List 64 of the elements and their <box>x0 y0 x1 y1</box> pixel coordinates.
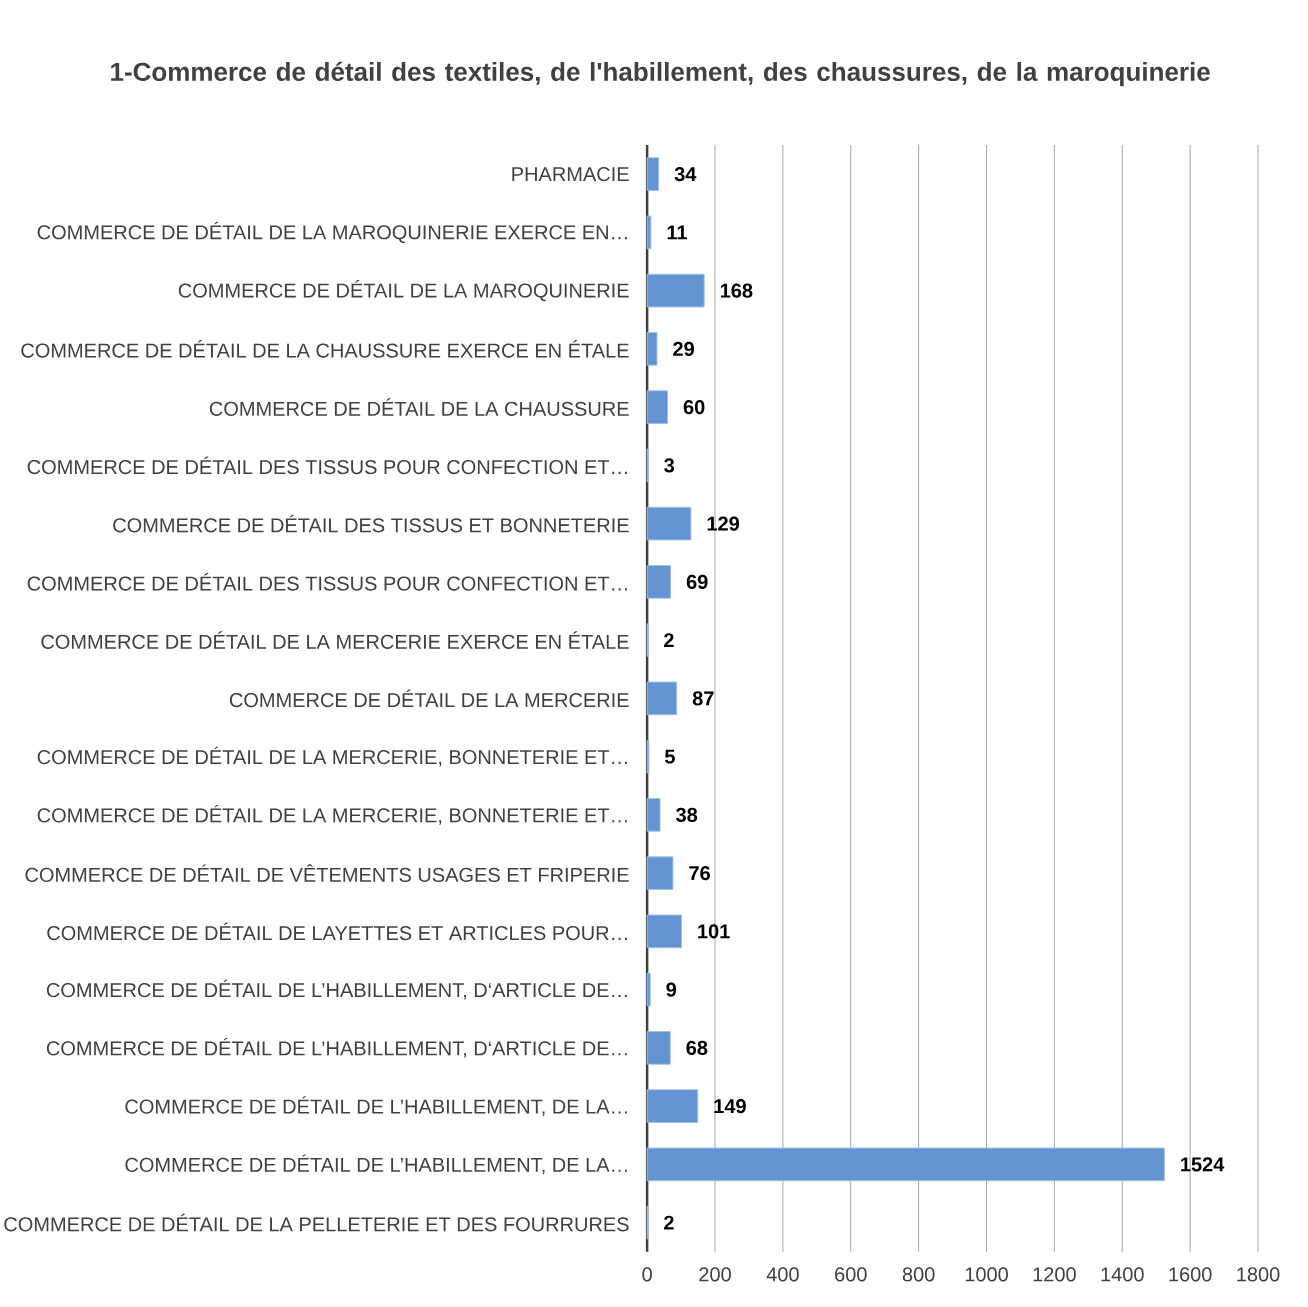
data-label: 149 <box>714 1099 746 1114</box>
y-tick-label: COMMERCE DE DÉTAIL DE LA CHAUSSURE <box>209 398 629 417</box>
x-tick-label: 800 <box>902 1267 935 1282</box>
data-label: 29 <box>673 341 694 357</box>
data-label: 38 <box>675 807 698 823</box>
y-tick-label: PHARMACIE <box>512 167 629 182</box>
chart-title: 1-Commerce de détail des textiles, de l'habillement, des chaussures, de la maroquinerie <box>111 61 1210 87</box>
x-tick-label: 1200 <box>1033 1267 1076 1282</box>
data-label: 76 <box>689 866 710 881</box>
data-label: 2 <box>664 633 674 648</box>
bar <box>646 390 668 425</box>
y-tick-label: COMMERCE DE DÉTAIL DE LA CHAUSSURE EXERCE EN ÉTALE <box>21 340 629 358</box>
data-label: 34 <box>674 167 697 182</box>
y-tick-label: COMMERCE DE DÉTAIL DE LA MERCERIE EXERCE EN ÉTALE <box>41 631 629 650</box>
bar <box>646 798 661 832</box>
data-label: 168 <box>720 283 753 298</box>
y-tick-label: COMMERCE DE DÉTAIL DES TISSUS ET BONNETERIE <box>113 514 629 533</box>
bar <box>646 565 672 599</box>
bar <box>646 1147 1165 1182</box>
bar <box>646 1031 671 1065</box>
bar <box>646 506 692 541</box>
bar <box>646 215 652 250</box>
x-tick-label: 1800 <box>1237 1267 1280 1282</box>
data-label: 129 <box>707 516 740 531</box>
y-tick-label: COMMERCE DE DÉTAIL DE LAYETTES ET ARTICLES POUR… <box>47 922 627 941</box>
y-tick-label: COMMERCE DE DÉTAIL DE LA MAROQUINERIE EXERCE EN… <box>37 221 627 244</box>
bar <box>646 273 705 308</box>
bar <box>646 1089 699 1124</box>
bar <box>646 914 682 949</box>
data-label: 101 <box>698 924 730 939</box>
y-tick-label: COMMERCE DE DÉTAIL DE L’HABILLEMENT, D‘ARTICLE DE… <box>46 1038 627 1058</box>
bar <box>646 681 678 716</box>
y-tick-label: COMMERCE DE DÉTAIL DE L’HABILLEMENT, D‘ARTICLE DE… <box>46 979 627 1000</box>
bar <box>646 332 658 366</box>
bar <box>646 856 674 891</box>
x-tick-label: 200 <box>699 1267 731 1282</box>
x-tick-label: 1600 <box>1169 1267 1212 1282</box>
data-label: 5 <box>664 749 675 764</box>
data-label: 1524 <box>1181 1157 1225 1172</box>
y-tick-label: COMMERCE DE DÉTAIL DE L’HABILLEMENT, DE LA… <box>125 1096 627 1117</box>
y-tick-label: COMMERCE DE DÉTAIL DE LA PELLETERIE ET DES FOURRURES <box>4 1213 629 1232</box>
x-tick-label: 400 <box>766 1267 799 1282</box>
bar <box>646 972 651 1007</box>
data-label: 68 <box>686 1040 708 1056</box>
data-label: 9 <box>666 982 677 997</box>
x-tick-label: 600 <box>835 1267 867 1282</box>
y-tick-label: COMMERCE DE DÉTAIL DE VÊTEMENTS USAGES ET FRIPERIE <box>25 864 629 883</box>
data-label: 60 <box>683 400 705 415</box>
data-label: 69 <box>686 574 708 590</box>
data-label: 87 <box>692 691 714 706</box>
y-tick-label: COMMERCE DE DÉTAIL DE LA MERCERIE <box>229 689 629 708</box>
bar <box>646 157 660 192</box>
data-label: 2 <box>664 1215 674 1230</box>
x-tick-label: 1400 <box>1101 1267 1144 1282</box>
x-tick-label: 1000 <box>965 1267 1008 1282</box>
y-tick-label: COMMERCE DE DÉTAIL DE LA MERCERIE, BONNETERIE ET… <box>37 746 627 767</box>
data-label: 3 <box>664 458 675 473</box>
y-tick-label: COMMERCE DE DÉTAIL DE LA MAROQUINERIE <box>178 280 629 302</box>
x-tick-label: 0 <box>642 1267 652 1282</box>
y-tick-label: COMMERCE DE DÉTAIL DES TISSUS POUR CONFECTION ET… <box>27 573 627 591</box>
y-tick-label: COMMERCE DE DÉTAIL DE L’HABILLEMENT, DE LA… <box>125 1154 627 1175</box>
y-tick-label: COMMERCE DE DÉTAIL DE LA MERCERIE, BONNETERIE ET… <box>37 805 627 825</box>
data-label: 11 <box>667 225 687 240</box>
y-tick-label: COMMERCE DE DÉTAIL DES TISSUS POUR CONFECTION ET… <box>27 456 627 475</box>
